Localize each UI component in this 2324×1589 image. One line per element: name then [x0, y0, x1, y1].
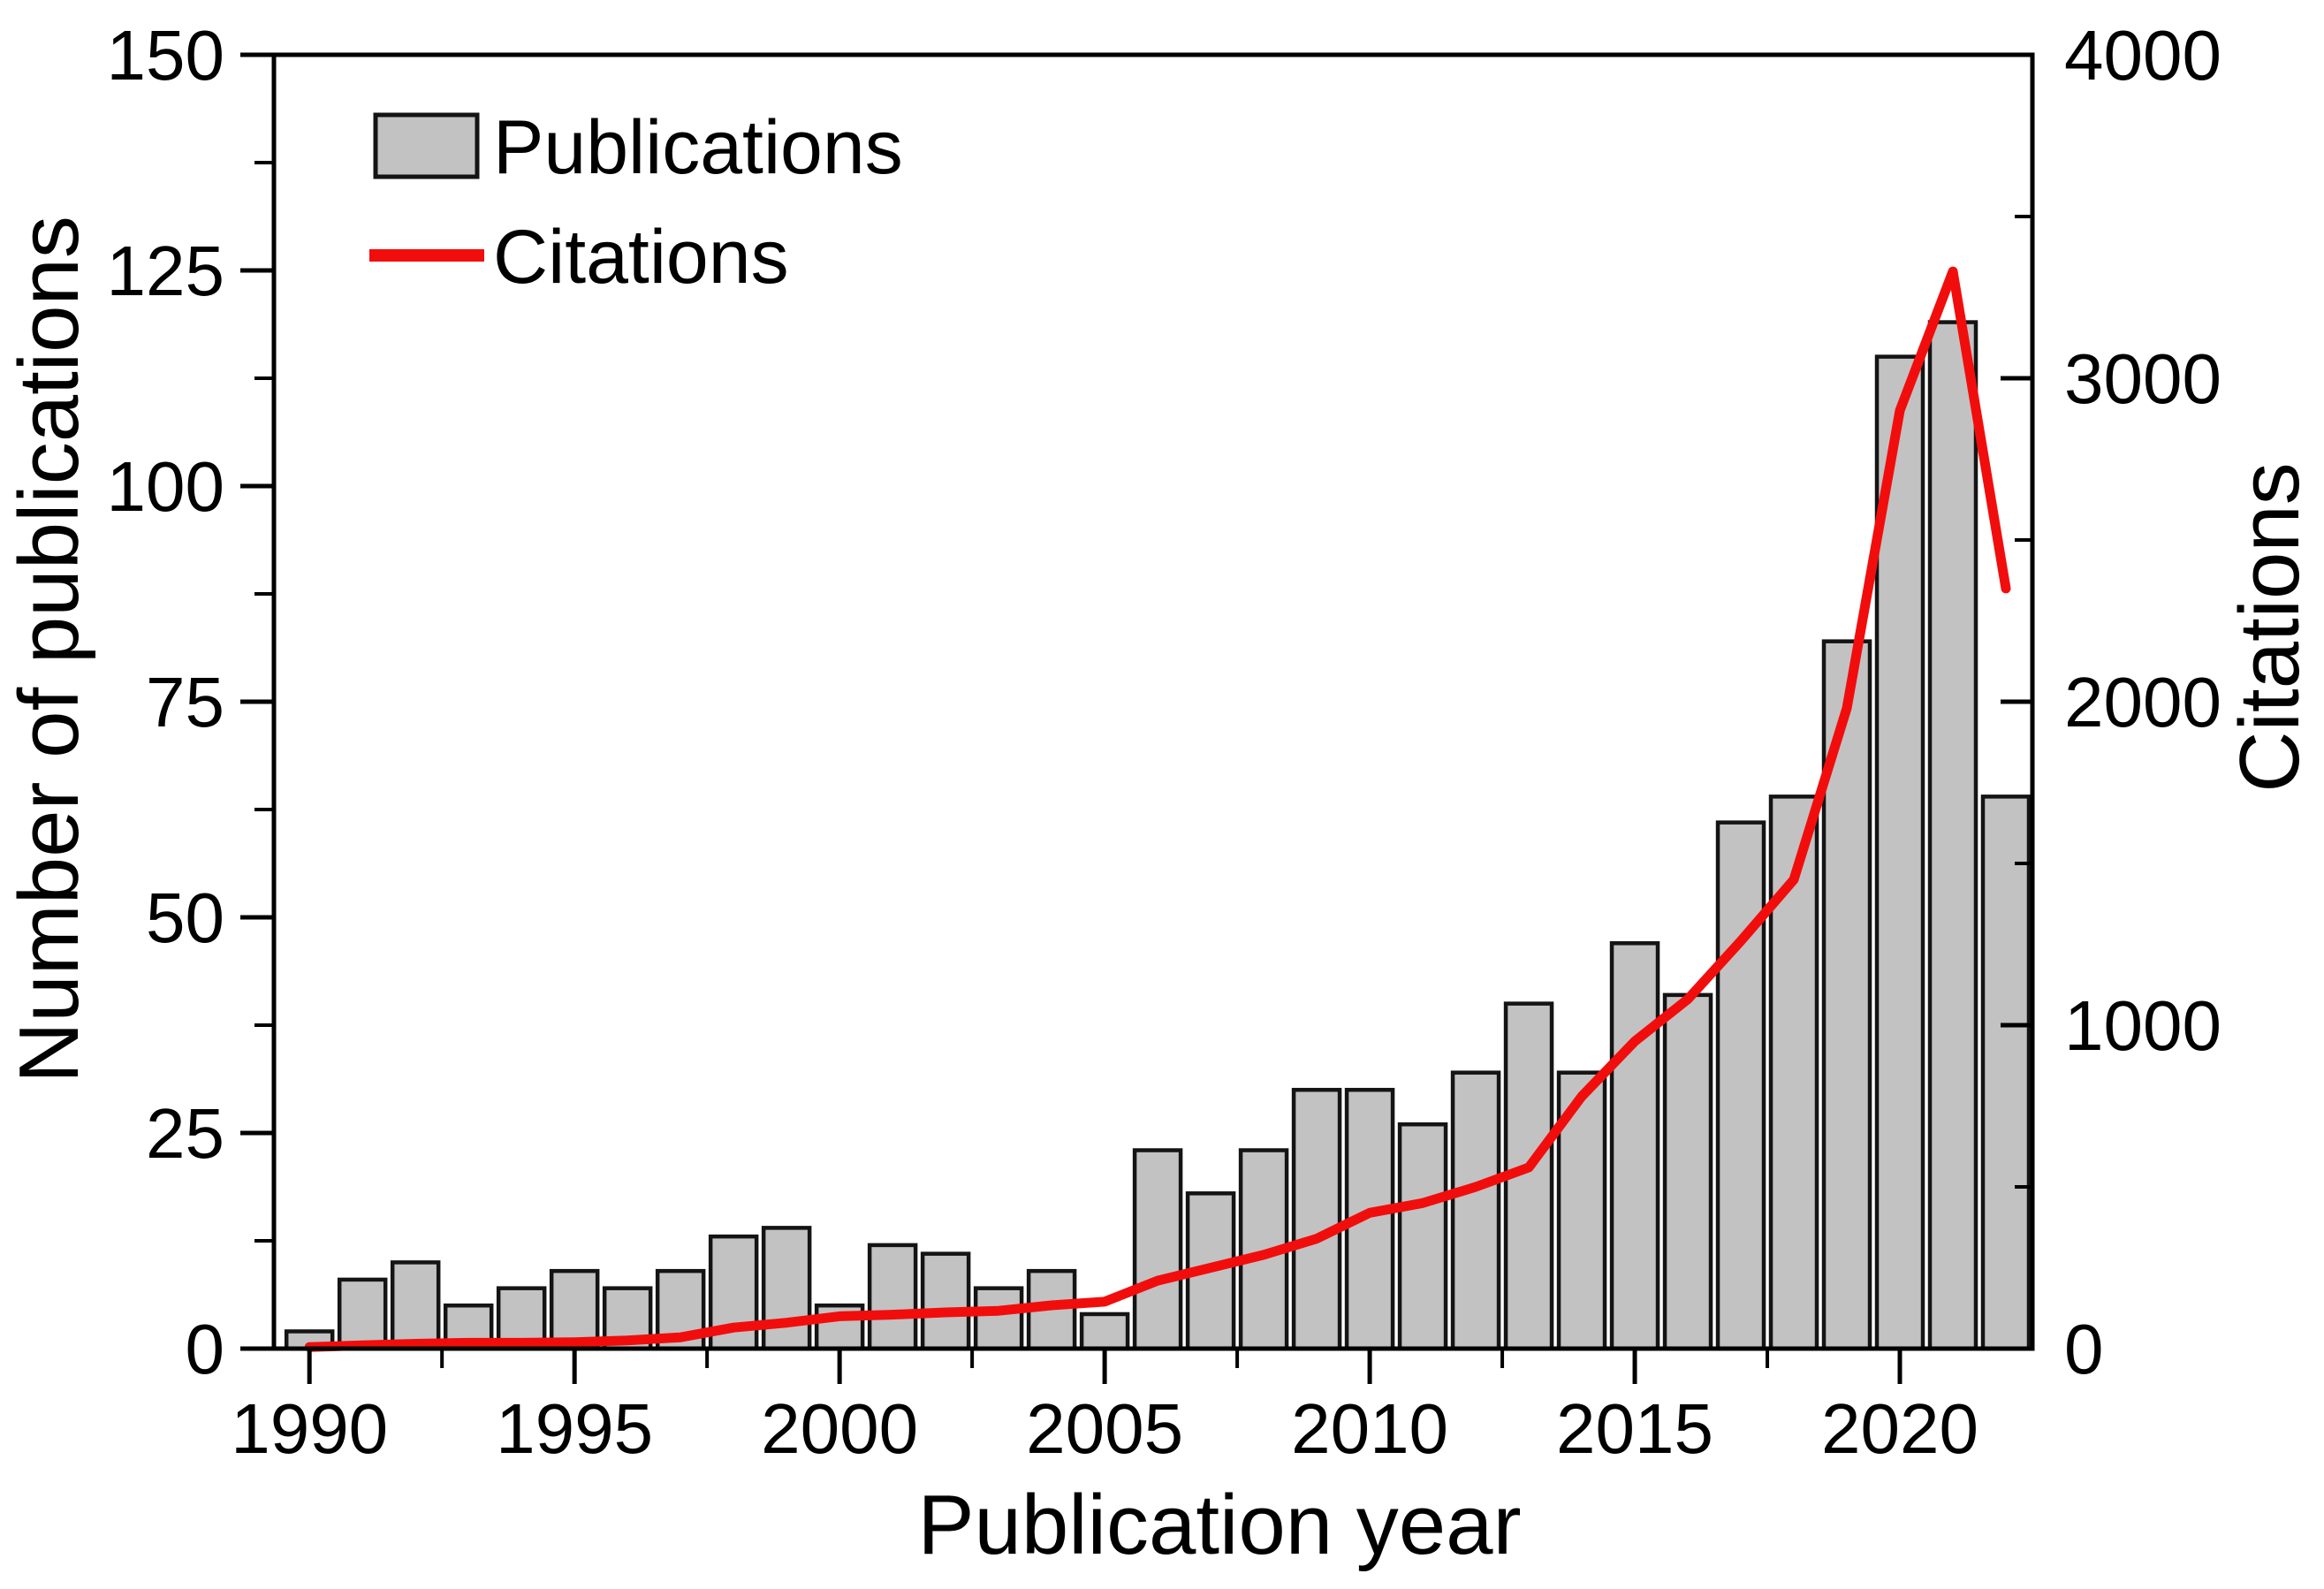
publications-bar-2021 — [1927, 320, 1978, 1351]
x-tick-label-2010: 2010 — [1291, 1389, 1448, 1468]
left-tick-label-25: 25 — [146, 1094, 224, 1173]
left-tick-label-125: 125 — [107, 232, 224, 310]
citations-line — [304, 266, 2011, 1352]
left-tick-label-50: 50 — [146, 878, 224, 957]
x-tick-label-2000: 2000 — [761, 1389, 918, 1468]
left-tick-label-75: 75 — [146, 663, 224, 741]
publications-bar-2018 — [1768, 794, 1819, 1351]
right-tick-label-4000: 4000 — [2064, 16, 2221, 95]
bars-layer — [284, 320, 2032, 1351]
publications-bar-1991 — [337, 1277, 388, 1351]
publications-bar-2005 — [1079, 1311, 1130, 1351]
x-tick-label-1995: 1995 — [496, 1389, 653, 1468]
publications-bar-1999 — [761, 1226, 812, 1351]
tick-labels-layer: 0 25 50 75 100 125 150 0 1000 2000 3000 4000 1990 199… — [107, 16, 2221, 1468]
axes-layer — [240, 52, 2035, 1384]
publications-bar-1995 — [549, 1268, 600, 1351]
legend: Publications Citations — [369, 105, 903, 300]
x-tick-label-2005: 2005 — [1026, 1389, 1183, 1468]
left-tick-label-0: 0 — [186, 1310, 225, 1388]
left-tick-label-150: 150 — [107, 16, 224, 95]
right-axis-title: Citations — [2222, 462, 2317, 793]
left-axis-title: Number of publications — [2, 216, 96, 1083]
legend-label-citations: Citations — [493, 215, 789, 300]
publications-bar-2016 — [1662, 992, 1713, 1351]
left-tick-label-100: 100 — [107, 447, 224, 526]
publications-bar-2017 — [1715, 820, 1766, 1351]
publications-bar-2011 — [1397, 1121, 1448, 1351]
right-tick-label-1000: 1000 — [2064, 986, 2221, 1065]
publications-bar-2002 — [920, 1251, 971, 1351]
x-axis-title: Publication year — [917, 1478, 1521, 1572]
right-tick-label-0: 0 — [2064, 1310, 2104, 1388]
right-tick-label-3000: 3000 — [2064, 339, 2221, 418]
x-tick-label-1990: 1990 — [231, 1389, 388, 1468]
publications-bar-1992 — [390, 1260, 441, 1351]
publications-bar-2012 — [1450, 1070, 1501, 1351]
publications-bar-2009 — [1291, 1087, 1342, 1351]
publications-bar-2001 — [867, 1243, 918, 1351]
publications-bar-2003 — [973, 1286, 1024, 1351]
legend-label-publications: Publications — [493, 105, 903, 190]
publications-bar-2015 — [1609, 941, 1660, 1351]
x-tick-label-2015: 2015 — [1556, 1389, 1713, 1468]
publications-bar-2006 — [1132, 1148, 1183, 1351]
right-tick-label-2000: 2000 — [2064, 663, 2221, 741]
publications-bar-2022 — [1980, 794, 2032, 1351]
x-tick-label-2020: 2020 — [1821, 1389, 1978, 1468]
legend-bar-swatch — [373, 112, 480, 179]
citations-line-layer — [304, 266, 2011, 1352]
